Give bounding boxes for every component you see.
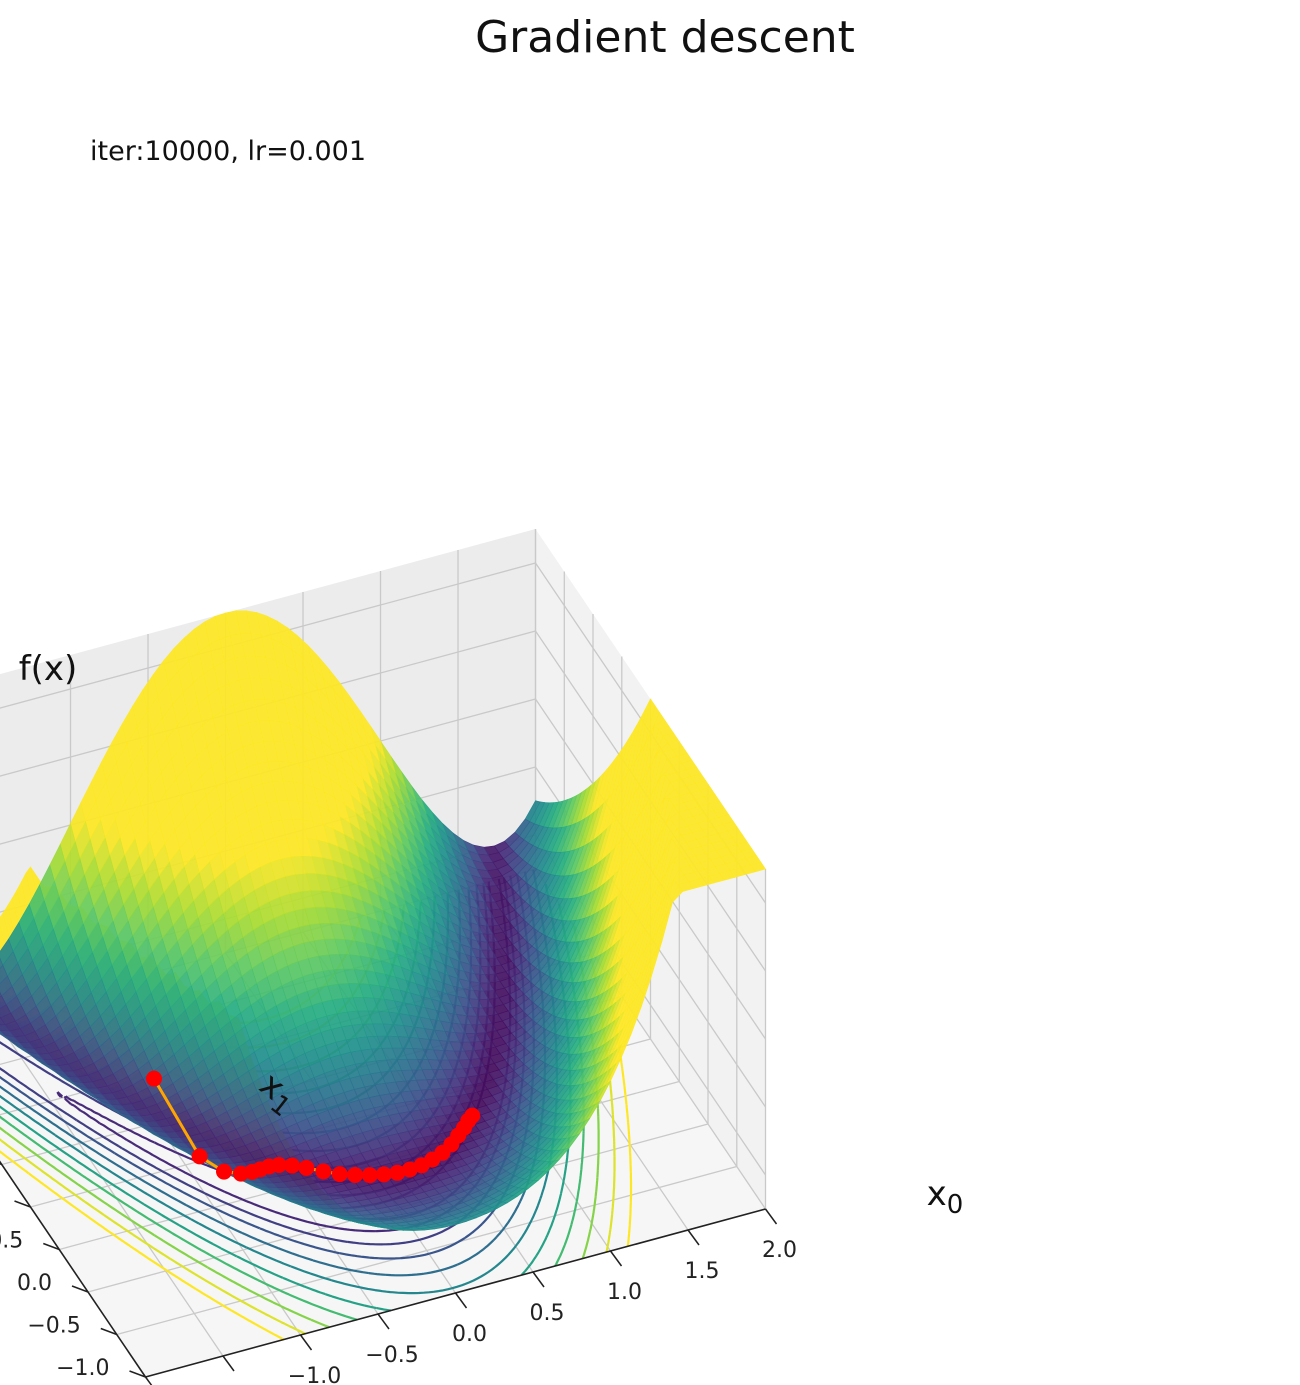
surface-facet [0, 938, 14, 966]
y-tick-mark [14, 1200, 31, 1208]
surface-facet [0, 1030, 5, 1036]
x-tick-label: −1.0 [288, 1364, 341, 1385]
z-axis-label: f(x) [19, 649, 78, 689]
descent-path-point [191, 1148, 208, 1165]
descent-path-point [284, 1157, 301, 1174]
x-tick-mark [532, 1271, 545, 1288]
y-tick-mark [100, 1327, 118, 1336]
x-tick-mark [222, 1355, 235, 1372]
descent-path-point [375, 1166, 392, 1183]
descent-path-point [298, 1159, 315, 1176]
y-tick-mark [71, 1285, 89, 1293]
descent-path-point [361, 1167, 378, 1184]
x-tick-label: 1.0 [607, 1280, 642, 1305]
y-tick-label: −1.0 [56, 1356, 109, 1381]
x-tick-mark [454, 1292, 468, 1309]
surface-facet [0, 992, 2, 998]
x-tick-mark [377, 1313, 390, 1330]
x-tick-label: 0.0 [452, 1322, 487, 1347]
x-tick-mark [609, 1250, 623, 1267]
descent-path-point [347, 1167, 364, 1183]
x-tick-label: −0.5 [365, 1343, 418, 1368]
x-tick-mark [764, 1208, 778, 1225]
axis-ticks: −2.0−1.5−1.0−0.50.00.51.01.52.0−1.0−0.50… [0, 1163, 797, 1385]
x-tick-mark [299, 1334, 313, 1351]
y-tick-label: 0.0 [17, 1271, 52, 1296]
descent-path-point [146, 1070, 162, 1087]
chart-title: Gradient descent [475, 12, 855, 63]
x-tick-label: 0.5 [530, 1301, 565, 1326]
descent-path-point [270, 1157, 287, 1173]
y-tick-mark [129, 1370, 146, 1378]
x-tick-label: 2.0 [762, 1238, 797, 1263]
surface-mesh [0, 610, 766, 1231]
descent-path-point [464, 1107, 481, 1124]
x-axis-label: x0 [927, 1174, 964, 1220]
x-tick-mark [687, 1229, 700, 1246]
chart-subtitle: iter:10000, lr=0.001 [90, 136, 366, 167]
descent-path-point [216, 1163, 232, 1180]
y-tick-label: −0.5 [27, 1314, 80, 1339]
grid-line-floor-y [116, 1165, 737, 1336]
descent-path-point [315, 1163, 332, 1180]
surface-facet [0, 1016, 1, 1019]
surface-facet [0, 957, 4, 969]
x-tick-label: 1.5 [685, 1259, 720, 1284]
descent-path-point [331, 1166, 348, 1183]
y-tick-mark [43, 1242, 60, 1251]
descent-path [146, 1070, 481, 1184]
descent-path-point [389, 1164, 406, 1181]
y-tick-label: 0.5 [0, 1229, 23, 1254]
